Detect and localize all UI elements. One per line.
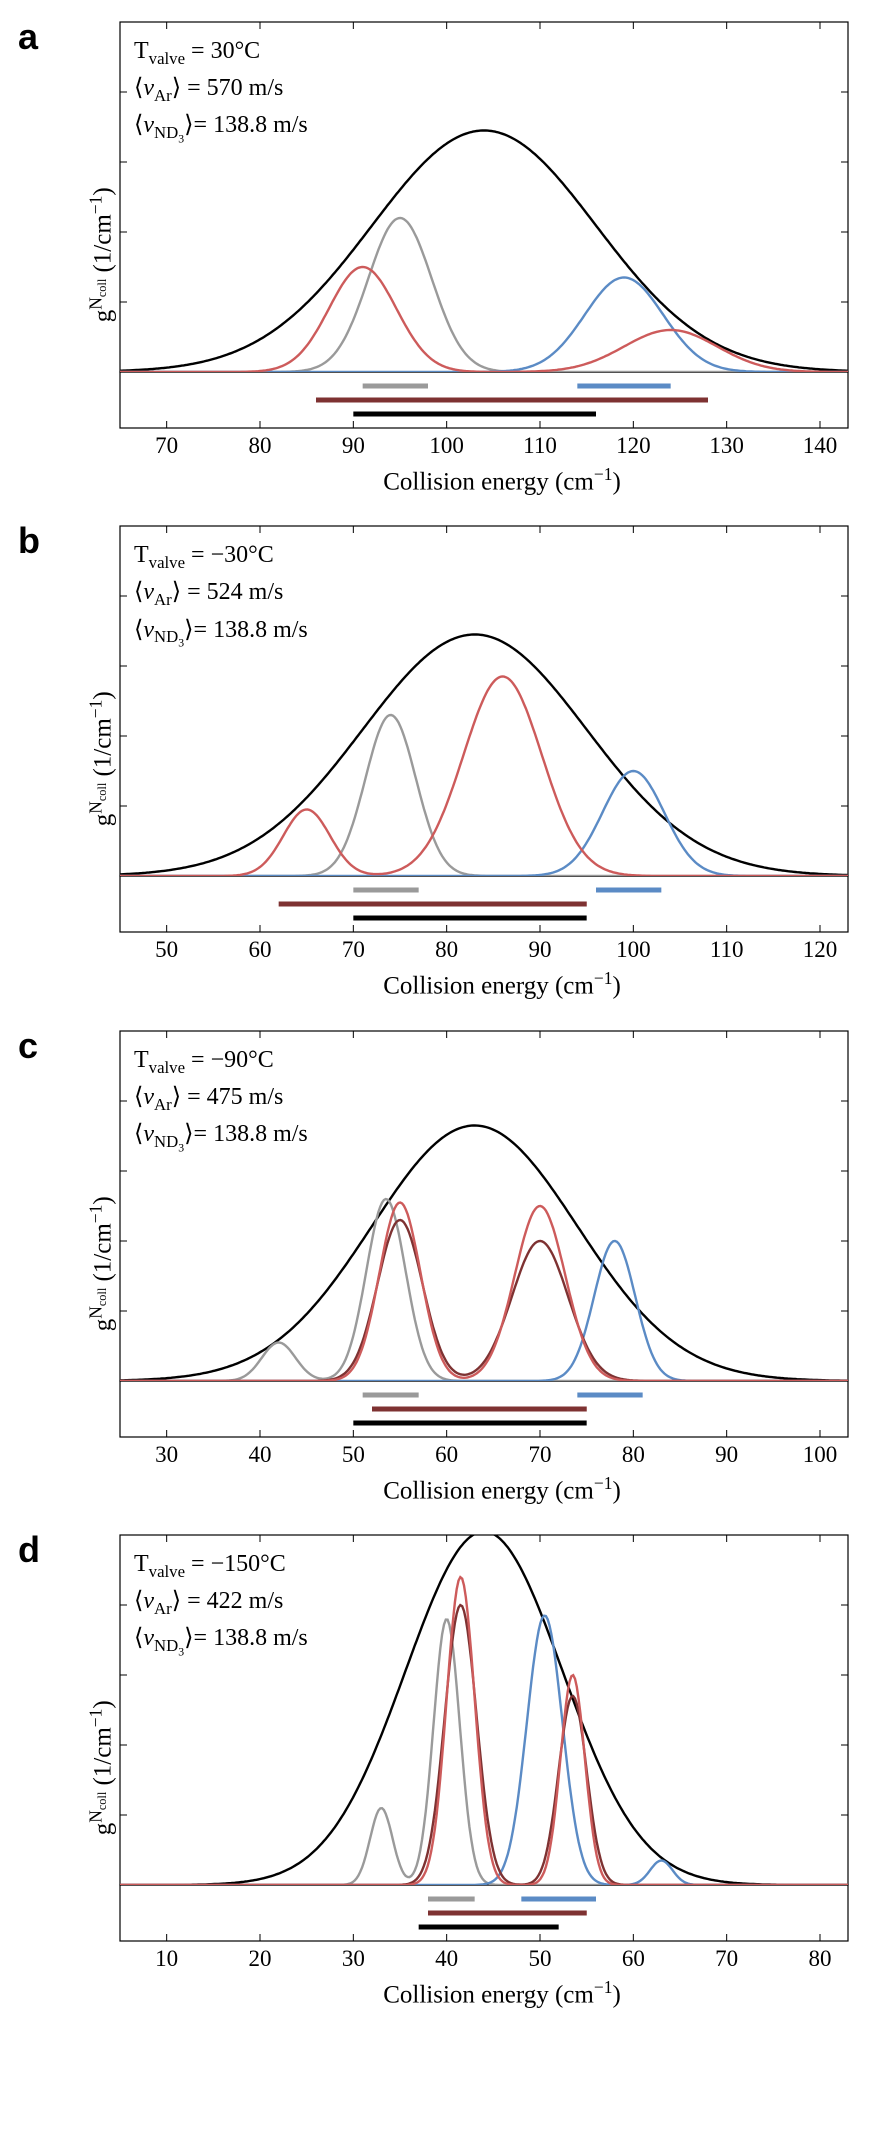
panel-label: a — [18, 16, 38, 58]
annot-var: ⟨vAr⟩ = 570 m/s — [134, 71, 308, 108]
curve-red — [120, 267, 848, 372]
y-axis-label: gNcoll (1/cm−1) — [85, 692, 117, 827]
xtick-label: 130 — [709, 433, 744, 458]
curve-gray — [120, 715, 848, 876]
annot-var: ⟨vAr⟩ = 524 m/s — [134, 575, 308, 612]
curve-gray — [120, 218, 848, 372]
xtick-label: 110 — [710, 937, 744, 962]
annot-tvalve: Tvalve = −30°C — [134, 538, 308, 575]
xtick-label: 70 — [529, 1442, 552, 1467]
panel-b: bgNcoll (1/cm−1)Tvalve = −30°C⟨vAr⟩ = 52… — [10, 524, 886, 1000]
plot-wrap: Tvalve = −90°C⟨vAr⟩ = 475 m/s⟨vND3⟩= 138… — [118, 1029, 886, 1469]
curve-black — [120, 635, 848, 876]
panel-d: dgNcoll (1/cm−1)Tvalve = −150°C⟨vAr⟩ = 4… — [10, 1533, 886, 2009]
curve-gray — [120, 1199, 848, 1381]
xtick-label: 100 — [616, 937, 651, 962]
annotation-block: Tvalve = −90°C⟨vAr⟩ = 475 m/s⟨vND3⟩= 138… — [134, 1043, 308, 1156]
x-axis-label: Collision energy (cm−1) — [118, 968, 886, 1000]
curve-red — [120, 677, 848, 877]
xtick-label: 70 — [715, 1946, 738, 1971]
plot-wrap: Tvalve = −30°C⟨vAr⟩ = 524 m/s⟨vND3⟩= 138… — [118, 524, 886, 964]
annot-var: ⟨vAr⟩ = 475 m/s — [134, 1080, 308, 1117]
xtick-label: 70 — [342, 937, 365, 962]
xtick-label: 80 — [809, 1946, 832, 1971]
xtick-label: 120 — [803, 937, 838, 962]
xtick-label: 50 — [155, 937, 178, 962]
xtick-label: 100 — [803, 1442, 838, 1467]
annot-vnd3: ⟨vND3⟩= 138.8 m/s — [134, 1117, 308, 1156]
xtick-label: 120 — [616, 433, 651, 458]
plot-wrap: Tvalve = −150°C⟨vAr⟩ = 422 m/s⟨vND3⟩= 13… — [118, 1533, 886, 1973]
xtick-label: 140 — [803, 433, 838, 458]
panel-label: d — [18, 1529, 40, 1571]
x-axis-label: Collision energy (cm−1) — [118, 1977, 886, 2009]
xtick-label: 80 — [249, 433, 272, 458]
annot-tvalve: Tvalve = 30°C — [134, 34, 308, 71]
annot-vnd3: ⟨vND3⟩= 138.8 m/s — [134, 108, 308, 147]
curve-black — [120, 131, 848, 371]
xtick-label: 60 — [622, 1946, 645, 1971]
y-axis-label: gNcoll (1/cm−1) — [85, 187, 117, 322]
xtick-label: 30 — [155, 1442, 178, 1467]
x-axis-label: Collision energy (cm−1) — [118, 1473, 886, 1505]
xtick-label: 50 — [529, 1946, 552, 1971]
xtick-label: 40 — [249, 1442, 272, 1467]
x-axis-label: Collision energy (cm−1) — [118, 464, 886, 496]
curve-black — [120, 1125, 848, 1380]
xtick-label: 40 — [435, 1946, 458, 1971]
xtick-label: 60 — [435, 1442, 458, 1467]
annotation-block: Tvalve = 30°C⟨vAr⟩ = 570 m/s⟨vND3⟩= 138.… — [134, 34, 308, 147]
panel-label: b — [18, 520, 40, 562]
xtick-label: 50 — [342, 1442, 365, 1467]
xtick-label: 70 — [155, 433, 178, 458]
xtick-label: 90 — [529, 937, 552, 962]
y-axis-label: gNcoll (1/cm−1) — [85, 1196, 117, 1331]
xtick-label: 90 — [715, 1442, 738, 1467]
xtick-label: 110 — [523, 433, 557, 458]
xtick-label: 80 — [622, 1442, 645, 1467]
plot-wrap: Tvalve = 30°C⟨vAr⟩ = 570 m/s⟨vND3⟩= 138.… — [118, 20, 886, 460]
xtick-label: 100 — [429, 433, 464, 458]
xtick-label: 10 — [155, 1946, 178, 1971]
curve-darkred — [120, 1220, 848, 1381]
panel-label: c — [18, 1025, 38, 1067]
xtick-label: 60 — [249, 937, 272, 962]
xtick-label: 30 — [342, 1946, 365, 1971]
annot-var: ⟨vAr⟩ = 422 m/s — [134, 1584, 308, 1621]
annot-vnd3: ⟨vND3⟩= 138.8 m/s — [134, 1621, 308, 1660]
panel-a: agNcoll (1/cm−1)Tvalve = 30°C⟨vAr⟩ = 570… — [10, 20, 886, 496]
panel-c: cgNcoll (1/cm−1)Tvalve = −90°C⟨vAr⟩ = 47… — [10, 1029, 886, 1505]
annot-tvalve: Tvalve = −90°C — [134, 1043, 308, 1080]
xtick-label: 80 — [435, 937, 458, 962]
annotation-block: Tvalve = −30°C⟨vAr⟩ = 524 m/s⟨vND3⟩= 138… — [134, 538, 308, 651]
y-axis-label: gNcoll (1/cm−1) — [85, 1700, 117, 1835]
xtick-label: 90 — [342, 433, 365, 458]
figure-root: agNcoll (1/cm−1)Tvalve = 30°C⟨vAr⟩ = 570… — [10, 20, 886, 2009]
xtick-label: 20 — [249, 1946, 272, 1971]
annot-vnd3: ⟨vND3⟩= 138.8 m/s — [134, 613, 308, 652]
annot-tvalve: Tvalve = −150°C — [134, 1547, 308, 1584]
annotation-block: Tvalve = −150°C⟨vAr⟩ = 422 m/s⟨vND3⟩= 13… — [134, 1547, 308, 1660]
curve-red — [120, 1202, 848, 1381]
